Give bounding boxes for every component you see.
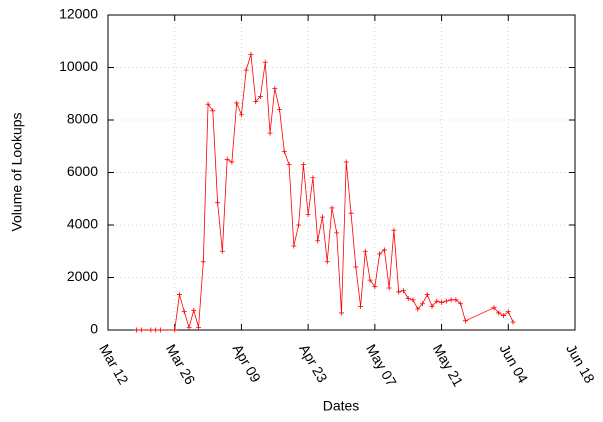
data-point — [238, 112, 244, 118]
data-point — [300, 162, 306, 168]
data-point — [296, 222, 302, 228]
data-line — [136, 54, 514, 331]
data-point — [501, 313, 507, 319]
data-point — [305, 212, 311, 217]
data-point — [353, 264, 359, 270]
data-point — [415, 306, 421, 312]
data-point — [176, 292, 182, 298]
data-point — [343, 159, 349, 165]
y-axis-label: Volume of Lookups — [9, 112, 25, 231]
data-point — [196, 324, 202, 330]
data-point — [334, 230, 340, 236]
data-point — [153, 327, 159, 333]
data-point — [272, 86, 278, 91]
data-point — [410, 297, 416, 303]
data-point — [458, 301, 464, 307]
data-point — [319, 214, 325, 220]
data-point — [377, 251, 383, 257]
data-point — [215, 200, 221, 206]
data-point — [367, 277, 373, 283]
data-point — [420, 301, 426, 307]
data-point — [219, 248, 225, 254]
data-point — [267, 130, 273, 136]
data-point — [339, 310, 344, 316]
data-point — [405, 296, 411, 301]
y-tick-label: 2000 — [67, 268, 98, 284]
data-point — [372, 284, 378, 290]
data-point — [505, 309, 511, 315]
data-point — [210, 108, 216, 114]
data-point — [358, 303, 364, 309]
data-point — [424, 292, 430, 298]
plot-frame — [107, 14, 576, 331]
data-point — [396, 289, 402, 295]
data-point — [224, 156, 230, 162]
data-point — [229, 159, 235, 165]
data-point — [257, 93, 263, 99]
data-point — [391, 227, 397, 233]
data-point — [453, 297, 459, 303]
data-point — [205, 101, 211, 107]
data-point — [400, 288, 406, 294]
data-point — [429, 303, 435, 309]
data-point — [172, 327, 178, 333]
data-point — [510, 319, 516, 325]
data-point — [434, 298, 440, 304]
data-point — [157, 327, 163, 333]
data-point — [243, 67, 249, 73]
data-point — [496, 310, 502, 316]
data-point — [181, 309, 187, 315]
data-point — [348, 210, 354, 216]
data-point — [148, 327, 154, 333]
x-axis-label: Dates — [323, 398, 360, 414]
data-point — [310, 175, 316, 181]
data-point — [248, 51, 254, 57]
data-point — [362, 248, 368, 254]
data-point — [324, 259, 330, 265]
data-point — [315, 238, 321, 244]
y-tick-label: 8000 — [67, 111, 98, 127]
data-point — [448, 297, 454, 303]
data-point — [234, 100, 240, 106]
y-tick-label: 6000 — [67, 163, 98, 179]
y-tick-label: 10000 — [59, 58, 98, 74]
data-point — [462, 318, 468, 324]
y-tick-label: 4000 — [67, 216, 98, 232]
y-tick-label: 12000 — [59, 6, 98, 22]
data-point — [200, 259, 206, 265]
data-point — [253, 99, 259, 105]
data-point — [138, 327, 144, 333]
data-point — [186, 324, 192, 330]
data-point — [281, 149, 287, 154]
data-point — [262, 59, 268, 65]
data-point — [191, 307, 197, 313]
data-point — [286, 162, 292, 168]
data-point — [277, 107, 283, 112]
data-point — [386, 285, 392, 291]
y-tick-label: 0 — [90, 321, 98, 337]
data-point — [491, 305, 497, 311]
data-point — [381, 247, 387, 253]
data-point — [443, 298, 449, 304]
data-point — [329, 205, 335, 211]
data-point — [439, 299, 445, 305]
data-point — [291, 243, 297, 249]
data-point — [134, 327, 140, 333]
